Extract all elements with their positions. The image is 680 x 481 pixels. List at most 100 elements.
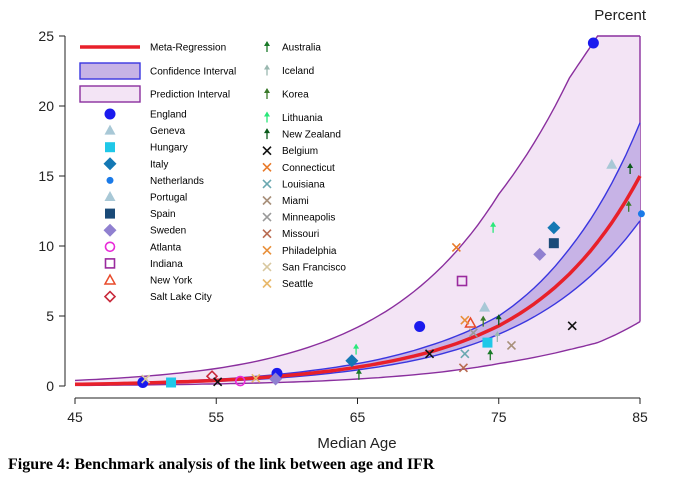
figure-caption: Figure 4: Benchmark analysis of the link… [8, 456, 435, 473]
y-axis-title: Percent [594, 7, 647, 24]
legend-label-korea: Korea [282, 90, 309, 101]
legend-item-louisiana: Louisiana [262, 179, 325, 190]
legend-item-new-york: New York [103, 273, 193, 287]
legend-item-iceland: Iceland [264, 64, 314, 77]
point-australia-1 [487, 349, 494, 361]
legend-label-iceland: Iceland [282, 66, 314, 77]
legend-symbol-korea [264, 88, 270, 99]
legend-item-connecticut: Connecticut [262, 162, 335, 174]
legend-symbol-new-zealand [264, 128, 270, 140]
legend-symbol-connecticut [262, 162, 272, 172]
axes-layer: 0 5 10 15 20 25 45 55 65 75 85 [38, 28, 648, 425]
legend-item-sweden: Sweden [103, 223, 186, 237]
legend-label-prediction-interval: Prediction Interval [150, 90, 230, 101]
point-belgium-2 [213, 377, 223, 387]
point-missouri-0 [458, 363, 469, 373]
legend-symbol-confidence-interval [79, 62, 141, 80]
point-portugal-0 [606, 158, 618, 169]
legend-item-missouri: Missouri [262, 229, 319, 240]
legend-symbol-iceland [264, 64, 270, 76]
point-lithuania-0 [353, 343, 360, 355]
legend-label-missouri: Missouri [282, 229, 319, 240]
legend-label-australia: Australia [282, 43, 321, 54]
point-australia-0 [355, 368, 362, 380]
chart: 0 5 10 15 20 25 45 55 65 75 85 Meta-Regression Conf… [38, 7, 648, 452]
legend-symbol-portugal [104, 191, 116, 201]
legend-label-miami: Miami [282, 196, 309, 207]
legend-symbol-atlanta [104, 241, 116, 253]
y-tick-label-0: 0 [46, 378, 54, 394]
legend-symbol-san-francisco [262, 262, 272, 272]
legend-item-seattle: Seattle [262, 278, 314, 290]
legend-symbol-miami [262, 195, 272, 206]
legend: Meta-Regression Confidence Interval Predic… [79, 41, 346, 303]
legend-label-spain: Spain [150, 209, 176, 220]
legend-label-netherlands: Netherlands [150, 176, 204, 187]
legend-symbol-geneva [104, 124, 116, 135]
point-hungary-0 [166, 377, 177, 388]
point-indiana-0 [456, 275, 468, 287]
point-connecticut-0 [451, 242, 461, 252]
legend-item-geneva: Geneva [104, 124, 185, 137]
legend-label-lithuania: Lithuania [282, 113, 323, 124]
legend-symbol-salt-lake-city [103, 290, 117, 303]
legend-symbol-spain [105, 208, 115, 219]
point-geneva-0 [479, 301, 491, 312]
x-tick-label-45: 45 [67, 409, 83, 425]
point-louisiana-0 [460, 349, 470, 359]
legend-label-seattle: Seattle [282, 279, 314, 290]
legend-item-spain: Spain [105, 208, 176, 220]
legend-item-hungary: Hungary [105, 142, 188, 154]
legend-item-england: England [104, 108, 187, 121]
point-salt-lake-city-0 [205, 370, 219, 383]
point-new-zealand-0 [627, 163, 634, 174]
legend-symbol-netherlands [106, 176, 114, 184]
legend-symbol-belgium [262, 146, 272, 156]
point-new-zealand-1 [495, 314, 502, 326]
legend-symbol-lithuania [264, 111, 270, 123]
point-miami-0 [506, 340, 517, 350]
y-tick-label-15: 15 [38, 168, 54, 184]
legend-item-indiana: Indiana [104, 258, 183, 270]
point-atlanta-0 [234, 375, 246, 387]
prediction-interval-band [75, 36, 640, 386]
legend-item-prediction-interval: Prediction Interval [79, 85, 230, 103]
x-axis-title: Median Age [317, 435, 396, 452]
x-tick-label-55: 55 [208, 409, 224, 425]
legend-label-meta-regression: Meta-Regression [150, 43, 226, 54]
legend-item-new-zealand: New Zealand [264, 128, 341, 141]
point-korea-1 [480, 315, 487, 327]
point-iceland-0 [494, 331, 501, 342]
legend-label-portugal: Portugal [150, 193, 187, 204]
x-tick-label-65: 65 [350, 409, 366, 425]
prediction-interval-upper [74, 35, 640, 382]
legend-item-netherlands: Netherlands [106, 176, 204, 187]
legend-symbol-australia [264, 41, 270, 52]
legend-item-minneapolis: Minneapolis [262, 212, 335, 224]
legend-label-confidence-interval: Confidence Interval [150, 67, 236, 78]
legend-label-england: England [150, 110, 187, 121]
point-philadelphia-0 [460, 315, 470, 325]
point-sweden-1 [269, 372, 283, 386]
legend-label-hungary: Hungary [150, 143, 188, 154]
legend-item-italy: Italy [103, 157, 168, 171]
point-hungary-1 [482, 337, 493, 348]
point-spain-0 [548, 238, 559, 249]
legend-label-new-zealand: New Zealand [282, 130, 341, 141]
point-italy-0 [345, 354, 359, 368]
legend-symbol-sweden [103, 223, 117, 237]
point-belgium-1 [424, 349, 435, 359]
legend-item-salt-lake-city: Salt Lake City [103, 290, 212, 303]
legend-symbol-prediction-interval [79, 85, 141, 103]
prediction-interval-layer [74, 35, 641, 387]
legend-symbol-philadelphia [262, 245, 272, 255]
legend-symbol-new-york [103, 273, 117, 285]
point-seattle-0 [251, 373, 261, 383]
legend-symbol-hungary [105, 142, 115, 153]
legend-label-san-francisco: San Francisco [282, 262, 346, 273]
y-tick-label-25: 25 [38, 28, 54, 44]
legend-label-philadelphia: Philadelphia [282, 246, 337, 257]
y-tick-label-5: 5 [46, 308, 54, 324]
legend-item-australia: Australia [264, 41, 321, 54]
legend-item-korea: Korea [264, 88, 309, 101]
